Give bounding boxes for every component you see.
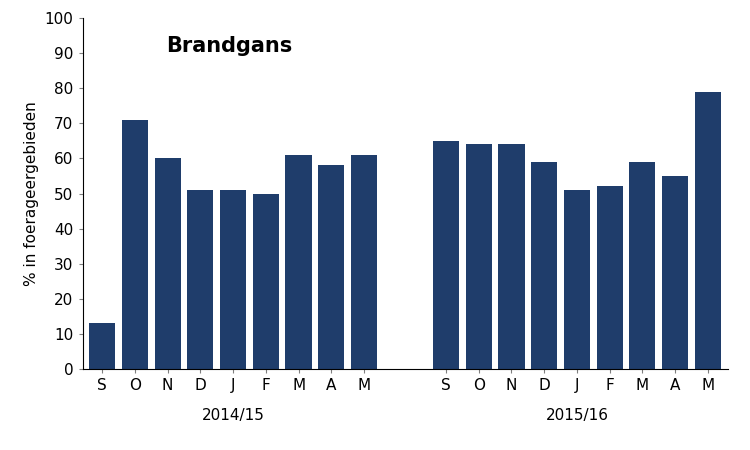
Bar: [629, 162, 656, 369]
Bar: [318, 166, 344, 369]
Bar: [531, 162, 557, 369]
Text: 2015/16: 2015/16: [545, 408, 608, 423]
Bar: [498, 144, 524, 369]
Text: Brandgans: Brandgans: [166, 36, 292, 55]
Bar: [253, 194, 279, 369]
Bar: [188, 190, 214, 369]
Bar: [89, 324, 116, 369]
Bar: [122, 120, 148, 369]
Bar: [220, 190, 246, 369]
Bar: [351, 155, 377, 369]
Bar: [466, 144, 492, 369]
Bar: [694, 92, 721, 369]
Bar: [564, 190, 590, 369]
Text: 2014/15: 2014/15: [202, 408, 265, 423]
Bar: [433, 141, 459, 369]
Bar: [154, 158, 181, 369]
Y-axis label: % in foerageergebieden: % in foerageergebieden: [24, 101, 39, 286]
Bar: [596, 186, 622, 369]
Bar: [286, 155, 312, 369]
Bar: [662, 176, 688, 369]
